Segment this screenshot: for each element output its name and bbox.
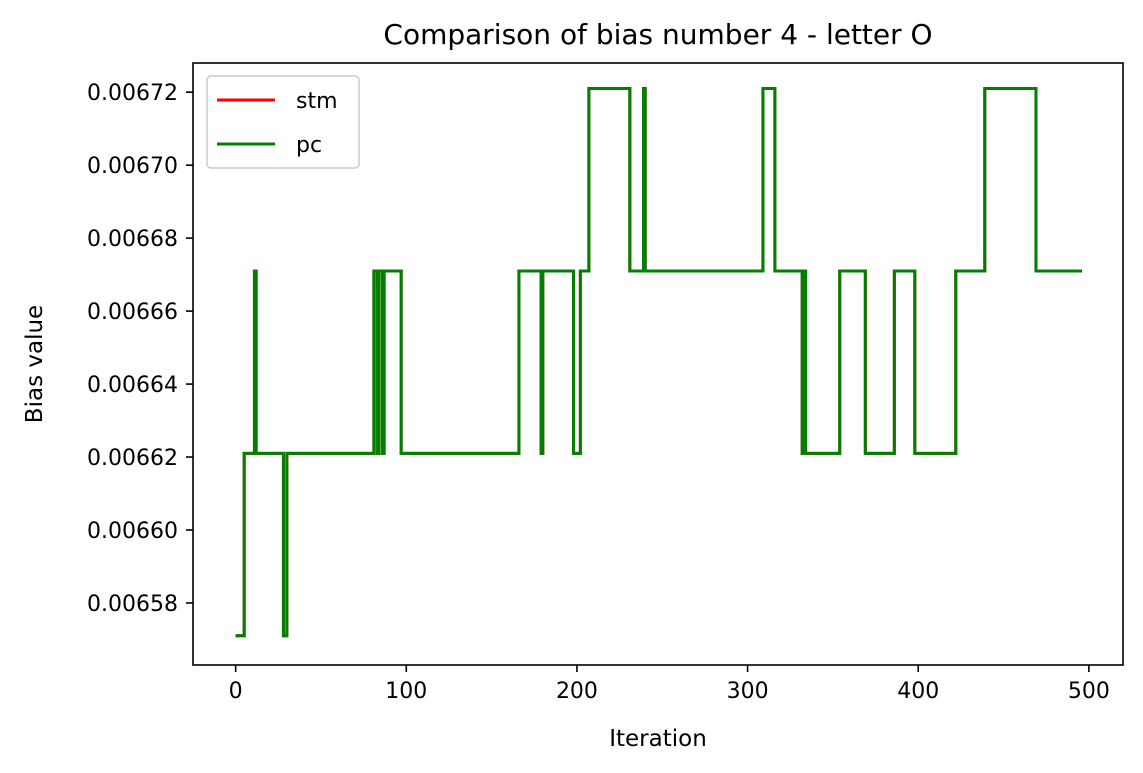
chart-title: Comparison of bias number 4 - letter O (383, 18, 932, 51)
legend-label-pc: pc (296, 133, 322, 158)
y-tick-label: 0.00672 (87, 81, 178, 106)
series-layer (235, 87, 1083, 638)
legend-label-stm: stm (296, 89, 338, 114)
x-tick-label: 500 (1068, 679, 1110, 704)
y-tick-label: 0.00664 (87, 373, 178, 398)
ticks-layer: 0 100 200 300 400 500 0.00658 0.00660 0.00662 0.0… (87, 81, 1110, 704)
y-tick-label: 0.00658 (87, 592, 178, 617)
plot-area (235, 87, 1083, 638)
x-tick-label: 0 (229, 679, 243, 704)
y-tick-label: 0.00670 (87, 154, 178, 179)
y-tick-label: 0.00660 (87, 519, 178, 544)
y-axis-label: Bias value (22, 305, 48, 423)
y-tick-label: 0.00662 (87, 446, 178, 471)
x-tick-label: 200 (556, 679, 598, 704)
x-axis-label: Iteration (609, 726, 707, 752)
legend: stm pc (206, 75, 360, 169)
y-tick-label: 0.00666 (87, 300, 178, 325)
plot-frame (192, 62, 1124, 666)
x-tick-label: 400 (897, 679, 939, 704)
series-line-pc (235, 87, 1083, 638)
y-tick-label: 0.00668 (87, 227, 178, 252)
x-tick-label: 100 (385, 679, 427, 704)
x-tick-label: 300 (727, 679, 769, 704)
